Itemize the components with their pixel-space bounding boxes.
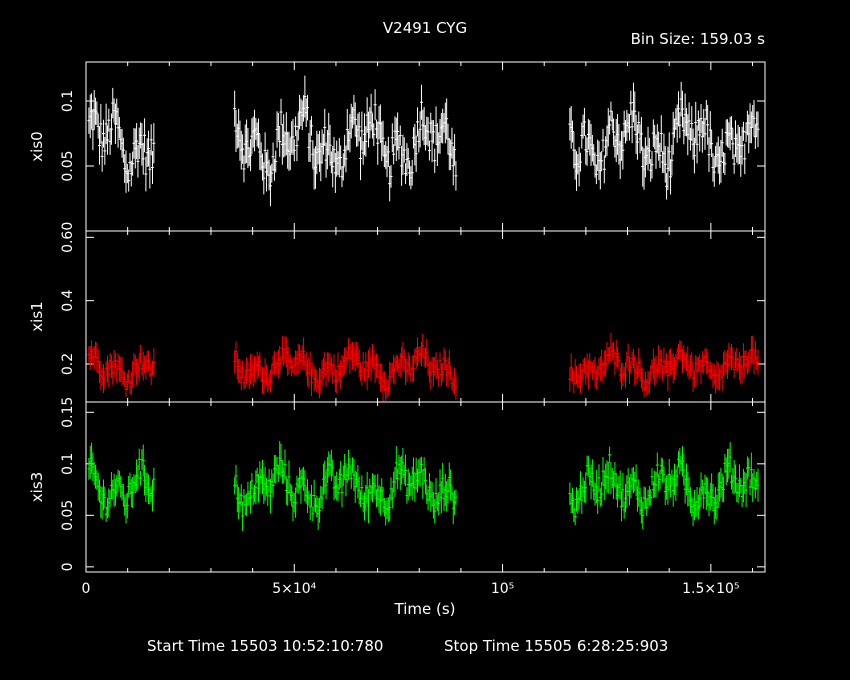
x-tick-label: 10⁵ — [491, 581, 514, 597]
y-tick-label: 0.1 — [60, 453, 76, 475]
chart-title: V2491 CYG — [383, 19, 467, 37]
x-tick-label: 0 — [82, 581, 91, 597]
y-tick-label: 0.60 — [60, 222, 76, 253]
start-time-label: Start Time 15503 10:52:10:780 — [147, 637, 383, 655]
x-tick-label: 5×10⁴ — [272, 581, 316, 597]
panel-xis3: 0 0.05 0.1 0.15 xis3 — [28, 397, 766, 573]
panels: 0.05 0.1 xis0 0.2 0.4 0.60 xis1 0 0.05 0.1 0.15 xis… — [28, 61, 766, 597]
y-tick-label: 0.1 — [60, 90, 76, 112]
x-axis-label: Time (s) — [394, 600, 456, 618]
y-tick-label: 0.4 — [60, 289, 76, 311]
y-tick-label: 0.2 — [60, 353, 76, 375]
panel-frame — [85, 230, 766, 403]
y-tick-label: 0 — [60, 562, 76, 571]
x-tick-label: 1.5×10⁵ — [682, 581, 739, 597]
panel-frame — [85, 401, 766, 573]
bin-size-label: Bin Size: 159.03 s — [631, 30, 766, 48]
y-axis-label: xis1 — [28, 301, 46, 331]
y-tick-label: 0.05 — [60, 500, 76, 531]
y-tick-label: 0.05 — [60, 150, 76, 181]
y-axis-label: xis3 — [28, 472, 46, 502]
panel-xis1: 0.2 0.4 0.60 xis1 — [28, 222, 766, 403]
panel-xis0: 0.05 0.1 xis0 — [28, 61, 766, 232]
y-axis-label: xis0 — [28, 131, 46, 161]
stop-time-label: Stop Time 15505 6:28:25:903 — [444, 637, 668, 655]
y-tick-label: 0.15 — [60, 397, 76, 428]
